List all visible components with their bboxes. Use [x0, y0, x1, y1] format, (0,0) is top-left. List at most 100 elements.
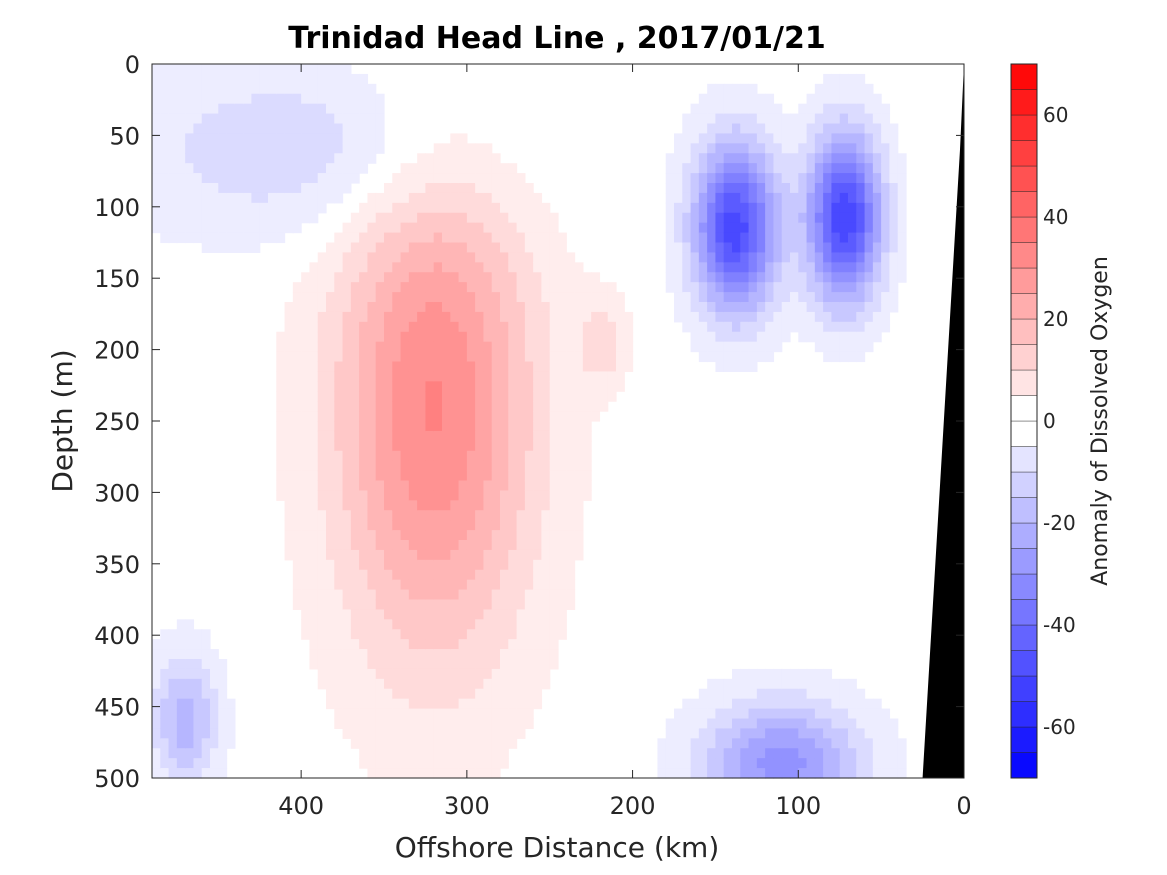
field-cell: [756, 262, 766, 273]
field-cell: [458, 272, 468, 283]
field-cell: [516, 192, 526, 204]
field-cell: [417, 242, 427, 254]
field-cell: [549, 480, 559, 492]
field-cell: [301, 292, 311, 303]
field-cell: [408, 183, 418, 194]
field-cell: [690, 341, 700, 353]
field-cell: [831, 192, 841, 204]
field-cell: [483, 242, 493, 254]
field-cell: [400, 619, 410, 630]
field-cell: [566, 540, 576, 551]
field-cell: [417, 222, 427, 234]
field-cell: [491, 738, 501, 749]
field-cell: [466, 252, 476, 263]
field-cell: [334, 460, 344, 472]
field-cell: [823, 302, 833, 313]
field-cell: [400, 579, 410, 591]
field-cell: [698, 708, 708, 720]
field-cell: [856, 123, 866, 135]
field-cell: [466, 738, 476, 749]
field-cell: [350, 351, 360, 363]
field-cell: [226, 232, 236, 244]
field-cell: [508, 738, 518, 749]
field-cell: [533, 569, 543, 581]
field-cell: [533, 688, 543, 700]
field-cell: [251, 163, 261, 174]
field-cell: [790, 113, 799, 125]
field-cell: [251, 173, 261, 184]
field-cell: [756, 103, 766, 115]
field-cell: [582, 341, 592, 353]
field-cell: [806, 173, 816, 184]
field-cell: [823, 768, 833, 779]
field-cell: [276, 83, 286, 95]
field-cell: [342, 549, 352, 561]
field-cell: [790, 212, 799, 224]
field-cell: [732, 331, 741, 343]
field-cell: [781, 748, 791, 759]
field-cell: [268, 73, 277, 85]
field-cell: [309, 183, 319, 194]
x-tick-label: 100: [775, 792, 821, 820]
field-cell: [375, 530, 385, 541]
field-cell: [350, 738, 360, 749]
field-cell: [781, 678, 791, 690]
field-cell: [326, 698, 335, 710]
field-cell: [864, 748, 874, 759]
field-cell: [740, 252, 750, 263]
field-cell: [176, 133, 186, 144]
field-cell: [823, 222, 833, 234]
field-cell: [881, 758, 891, 769]
colorbar-segment: [1010, 573, 1038, 600]
field-cell: [350, 123, 360, 135]
field-cell: [475, 559, 485, 571]
field-cell: [392, 758, 402, 769]
field-cell: [508, 351, 518, 363]
field-cell: [185, 183, 195, 194]
field-cell: [408, 549, 418, 561]
field-cell: [682, 748, 692, 759]
field-cell: [350, 421, 360, 432]
field-cell: [276, 440, 286, 452]
field-cell: [168, 123, 178, 135]
field-cell: [549, 540, 559, 551]
field-cell: [392, 331, 402, 343]
field-cell: [350, 321, 360, 333]
field-cell: [790, 133, 799, 144]
field-cell: [466, 192, 476, 204]
field-cell: [773, 192, 783, 204]
field-cell: [475, 381, 485, 392]
plot-area: [151, 63, 965, 779]
field-cell: [541, 599, 551, 611]
field-cell: [176, 202, 186, 214]
colorbar-segment: [1010, 675, 1038, 702]
field-cell: [160, 659, 170, 670]
field-cell: [425, 768, 435, 779]
field-cell: [234, 113, 244, 125]
field-cell: [450, 321, 460, 333]
field-cell: [781, 123, 791, 135]
field-cell: [458, 153, 468, 164]
field-cell: [864, 758, 874, 769]
field-cell: [790, 202, 799, 214]
field-cell: [450, 758, 460, 769]
field-cell: [392, 718, 402, 730]
field-cell: [723, 292, 733, 303]
field-cell: [408, 490, 418, 501]
field-cell: [657, 748, 667, 759]
field-cell: [367, 758, 377, 769]
field-cell: [541, 272, 551, 283]
field-cell: [616, 292, 625, 303]
field-cell: [408, 391, 418, 402]
field-cell: [674, 738, 683, 749]
field-cell: [334, 113, 344, 125]
field-cell: [765, 718, 775, 730]
field-cell: [317, 470, 327, 482]
field-cell: [193, 748, 203, 759]
field-cell: [301, 371, 311, 382]
field-cell: [350, 728, 360, 739]
field-cell: [740, 668, 750, 680]
field-cell: [292, 549, 302, 561]
field-cell: [856, 262, 866, 273]
field-cell: [425, 311, 435, 323]
